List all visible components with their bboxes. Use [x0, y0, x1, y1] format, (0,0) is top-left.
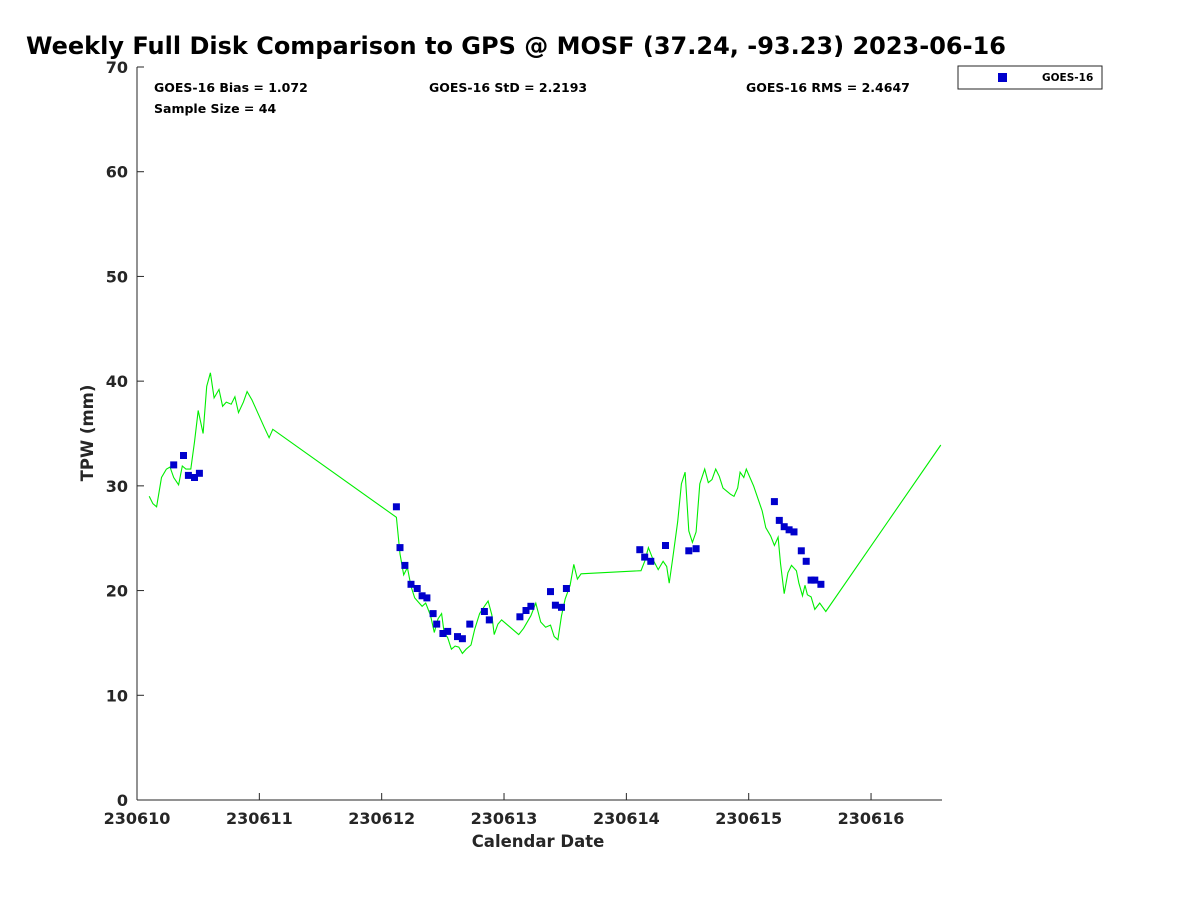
x-tick-label: 230611	[226, 809, 293, 828]
x-tick-label: 230610	[104, 809, 171, 828]
goes16-point	[807, 576, 815, 584]
goes16-point	[811, 576, 819, 584]
goes16-point	[454, 633, 461, 641]
x-tick-label: 230616	[838, 809, 905, 828]
gps-line	[148, 372, 942, 655]
goes16-point	[480, 608, 488, 615]
legend-marker	[998, 73, 1007, 82]
goes16-point	[785, 526, 793, 534]
goes16-point	[636, 546, 644, 554]
x-ticks: 230610 230611 230612 230613 230614 230615 2306…	[104, 793, 905, 828]
legend-box	[957, 65, 1103, 90]
goes16-point	[458, 635, 466, 643]
std-stat: GOES-16 StD = 2.2193	[429, 80, 587, 95]
goes16-point	[466, 620, 474, 628]
legend: GOES-16	[957, 65, 1103, 90]
goes16-point	[444, 627, 452, 635]
goes16-point	[641, 553, 649, 561]
x-tick-label: 230613	[471, 809, 538, 828]
goes16-point	[647, 557, 655, 565]
sample-size-stat: Sample Size = 44	[154, 101, 276, 116]
x-tick-label: 230615	[715, 809, 782, 828]
goes16-point	[692, 545, 700, 553]
goes16-point	[413, 585, 421, 592]
bias-stat: GOES-16 Bias = 1.072	[154, 80, 308, 95]
goes16-point	[817, 580, 825, 588]
goes16-point	[418, 592, 426, 600]
y-tick-label: 60	[106, 163, 128, 182]
goes16-point	[551, 601, 559, 609]
y-tick-label: 10	[106, 686, 128, 705]
y-tick-label: 0	[117, 791, 128, 810]
goes16-point	[790, 528, 798, 536]
plot-area	[148, 372, 942, 655]
goes16-point	[429, 610, 437, 618]
y-tick-label: 20	[106, 582, 128, 601]
goes16-point	[439, 630, 447, 637]
y-tick-label: 40	[106, 372, 128, 391]
goes16-point	[191, 474, 198, 481]
goes16-point	[392, 503, 400, 511]
goes16-point	[780, 523, 788, 531]
x-axis-label: Calendar Date	[472, 832, 605, 851]
goes16-point	[407, 580, 415, 588]
goes16-point	[770, 498, 778, 506]
chart-title: Weekly Full Disk Comparison to GPS @ MOS…	[26, 32, 1006, 60]
goes16-point	[558, 603, 565, 611]
y-tick-label: 50	[106, 267, 128, 286]
goes16-point	[423, 594, 431, 602]
goes16-point	[685, 547, 693, 555]
goes16-point	[562, 585, 570, 592]
goes16-point	[433, 620, 441, 628]
goes16-point	[662, 542, 669, 549]
goes16-point	[516, 613, 524, 621]
goes16-point	[802, 557, 810, 565]
y-ticks: 0 10 20 30 40 50 60 70	[106, 58, 144, 810]
goes16-point	[184, 471, 192, 479]
goes16-point	[401, 561, 409, 569]
x-tick-label: 230614	[593, 809, 660, 828]
goes16-point	[775, 516, 783, 524]
goes16-point	[797, 547, 805, 555]
goes16-point	[522, 607, 530, 614]
goes16-point	[180, 452, 187, 459]
legend-label: GOES-16	[1042, 72, 1093, 84]
x-tick-label: 230612	[348, 809, 415, 828]
y-tick-label: 70	[106, 58, 128, 77]
rms-stat: GOES-16 RMS = 2.4647	[746, 80, 910, 95]
y-axis-label: TPW (mm)	[78, 385, 97, 482]
y-tick-label: 30	[106, 477, 128, 496]
goes16-point	[170, 461, 178, 469]
goes16-point	[547, 588, 554, 596]
goes16-point	[195, 469, 203, 477]
goes16-point	[527, 602, 535, 610]
goes16-point	[396, 544, 404, 552]
goes16-point	[485, 616, 493, 624]
